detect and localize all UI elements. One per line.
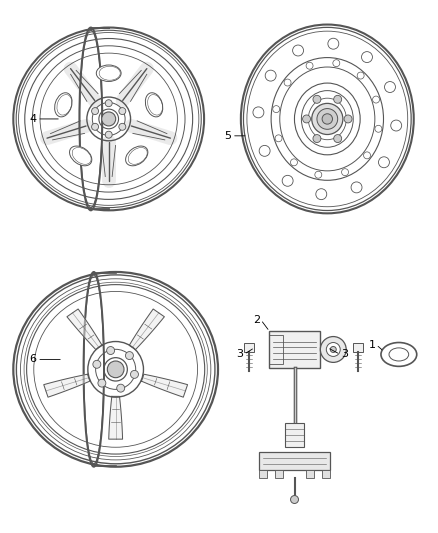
- Circle shape: [102, 112, 116, 126]
- Circle shape: [364, 152, 371, 159]
- Circle shape: [105, 131, 112, 138]
- Circle shape: [351, 182, 362, 193]
- Circle shape: [316, 189, 327, 200]
- Circle shape: [92, 108, 99, 115]
- Text: 1: 1: [368, 340, 375, 350]
- Circle shape: [312, 103, 343, 134]
- Circle shape: [391, 120, 402, 131]
- Bar: [268, 330, 320, 368]
- Circle shape: [317, 109, 338, 130]
- Circle shape: [313, 135, 321, 142]
- Circle shape: [361, 52, 372, 62]
- Circle shape: [131, 370, 138, 378]
- Circle shape: [334, 135, 342, 142]
- Circle shape: [98, 379, 106, 387]
- Circle shape: [378, 157, 389, 168]
- Circle shape: [320, 336, 346, 362]
- Circle shape: [119, 108, 126, 115]
- Circle shape: [373, 96, 380, 103]
- Circle shape: [385, 82, 396, 93]
- Circle shape: [105, 100, 112, 107]
- Circle shape: [328, 38, 339, 49]
- Ellipse shape: [145, 93, 163, 117]
- Circle shape: [330, 346, 336, 352]
- Bar: [259, 452, 330, 470]
- Circle shape: [322, 114, 332, 124]
- Circle shape: [313, 95, 321, 103]
- Circle shape: [282, 175, 293, 186]
- Circle shape: [93, 360, 101, 368]
- Circle shape: [275, 135, 282, 142]
- Text: 4: 4: [30, 114, 37, 124]
- Circle shape: [284, 79, 291, 86]
- Polygon shape: [109, 397, 123, 439]
- Circle shape: [333, 60, 340, 67]
- Bar: [353, 343, 363, 352]
- Text: 3: 3: [237, 350, 244, 359]
- Circle shape: [303, 115, 311, 123]
- Bar: [244, 343, 254, 352]
- Polygon shape: [129, 309, 164, 350]
- Circle shape: [259, 146, 270, 156]
- Circle shape: [357, 72, 364, 79]
- Circle shape: [106, 346, 115, 354]
- Circle shape: [253, 107, 264, 118]
- Polygon shape: [67, 309, 102, 350]
- Text: 6: 6: [30, 354, 37, 365]
- Bar: [259, 470, 267, 478]
- Bar: [307, 470, 314, 478]
- Text: 2: 2: [253, 314, 260, 325]
- Circle shape: [342, 168, 349, 176]
- Ellipse shape: [55, 93, 72, 117]
- Ellipse shape: [126, 146, 148, 166]
- Bar: [285, 423, 304, 447]
- Text: 5: 5: [224, 131, 231, 141]
- Circle shape: [326, 343, 340, 357]
- Text: 3: 3: [341, 350, 348, 359]
- Circle shape: [125, 352, 134, 360]
- Polygon shape: [44, 374, 90, 397]
- Circle shape: [315, 171, 322, 178]
- Circle shape: [375, 125, 382, 132]
- Bar: [268, 335, 283, 365]
- Circle shape: [334, 95, 342, 103]
- Circle shape: [290, 159, 297, 166]
- Circle shape: [306, 62, 313, 69]
- Bar: [275, 470, 283, 478]
- Circle shape: [290, 496, 298, 504]
- Circle shape: [92, 123, 99, 130]
- Ellipse shape: [96, 65, 121, 82]
- Circle shape: [344, 115, 352, 123]
- Circle shape: [265, 70, 276, 81]
- Polygon shape: [141, 374, 187, 397]
- Circle shape: [117, 384, 125, 392]
- Circle shape: [293, 45, 304, 56]
- Circle shape: [119, 123, 126, 130]
- Circle shape: [107, 361, 124, 378]
- Bar: [322, 470, 330, 478]
- Circle shape: [273, 106, 280, 112]
- Ellipse shape: [70, 146, 92, 166]
